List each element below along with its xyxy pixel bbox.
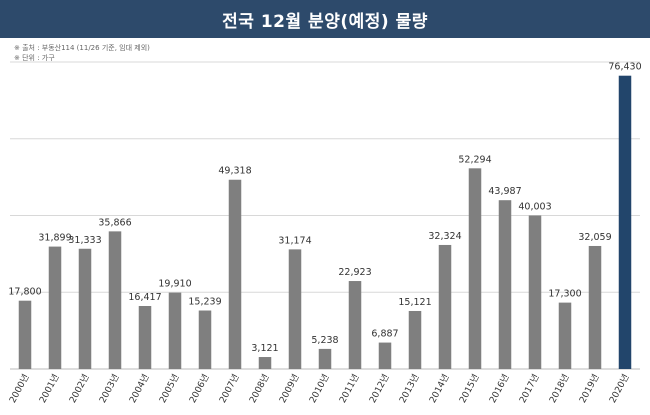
unit-note: ※ 단위 : 가구: [14, 54, 55, 62]
bar: [288, 249, 302, 369]
bar: [588, 245, 602, 369]
bar: [18, 300, 32, 369]
bar: [438, 244, 452, 369]
x-tick-label: 2015년: [457, 372, 481, 405]
bar: [108, 231, 122, 369]
data-label: 17,300: [548, 289, 581, 300]
bar: [558, 302, 572, 369]
x-tick-label: 2008년: [247, 372, 271, 405]
data-label: 76,430: [608, 62, 641, 73]
x-tick-label: 2010년: [307, 372, 331, 405]
data-label: 52,294: [458, 154, 491, 165]
bar: [468, 168, 482, 369]
bar: [168, 292, 182, 369]
data-label: 15,239: [188, 297, 221, 308]
title-bar: 전국 12월 분양(예정) 물량: [0, 0, 650, 38]
bar: [348, 281, 362, 369]
data-label: 31,899: [38, 233, 71, 244]
data-label: 19,910: [158, 279, 191, 290]
bar: [618, 75, 632, 369]
x-tick-label: 2000년: [7, 372, 31, 405]
data-label: 15,121: [398, 297, 431, 308]
data-label: 6,887: [371, 329, 398, 340]
bar: [528, 215, 542, 369]
data-label: 31,333: [68, 235, 101, 246]
x-tick-label: 2006년: [187, 372, 211, 405]
bar: [198, 310, 212, 369]
x-tick-label: 2009년: [277, 372, 301, 405]
bar: [78, 248, 92, 369]
x-tick-label: 2007년: [217, 372, 241, 405]
bar: [378, 342, 392, 369]
data-label: 35,866: [98, 217, 131, 228]
x-tick-label: 2012년: [367, 372, 391, 405]
x-tick-label: 2014년: [427, 372, 451, 405]
chart-title: 전국 12월 분양(예정) 물량: [222, 11, 428, 32]
x-tick-label: 2020년: [607, 372, 631, 405]
bar: [228, 179, 242, 369]
x-tick-label: 2016년: [487, 372, 511, 405]
data-label: 40,003: [518, 201, 551, 212]
x-tick-label: 2003년: [97, 372, 121, 405]
data-label: 17,800: [8, 287, 41, 298]
x-tick-label: 2019년: [577, 372, 601, 405]
data-label: 3,121: [251, 343, 278, 354]
data-label: 22,923: [338, 267, 371, 278]
data-label: 43,987: [488, 186, 521, 197]
bar: [48, 246, 62, 369]
data-label: 49,318: [218, 166, 251, 177]
data-label: 32,059: [578, 232, 611, 243]
x-tick-label: 2013년: [397, 372, 421, 405]
data-label: 31,174: [278, 235, 311, 246]
data-label: 5,238: [311, 335, 338, 346]
source-note: ※ 출처 : 부동산114 (11/26 기준, 임대 제외): [14, 44, 150, 52]
x-tick-label: 2004년: [127, 372, 151, 405]
x-tick-label: 2002년: [67, 372, 91, 405]
x-tick-label: 2011년: [337, 372, 361, 405]
x-tick-label: 2001년: [37, 372, 61, 405]
data-label: 32,324: [428, 231, 461, 242]
bar: [498, 200, 512, 369]
x-tick-label: 2018년: [547, 372, 571, 405]
data-label: 16,417: [128, 292, 161, 303]
bar: [138, 305, 152, 369]
bar: [318, 348, 332, 369]
bar: [258, 357, 272, 369]
x-tick-label: 2005년: [157, 372, 181, 405]
bar: [408, 310, 422, 369]
x-tick-label: 2017년: [517, 372, 541, 405]
notes: ※ 출처 : 부동산114 (11/26 기준, 임대 제외) ※ 단위 : 가…: [14, 43, 150, 63]
